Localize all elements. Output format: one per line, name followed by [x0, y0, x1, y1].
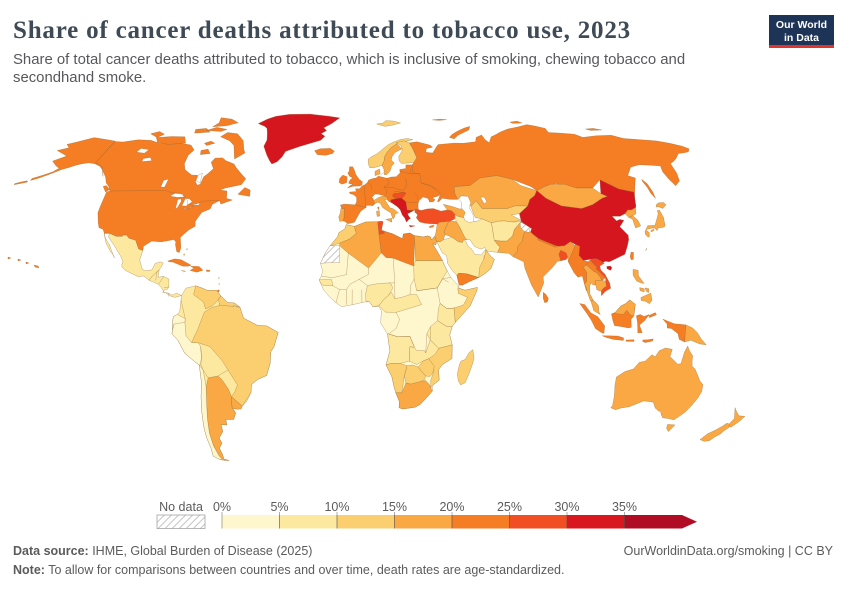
- svg-text:0%: 0%: [213, 500, 231, 514]
- svg-text:10%: 10%: [324, 500, 349, 514]
- svg-text:30%: 30%: [554, 500, 579, 514]
- svg-text:5%: 5%: [270, 500, 288, 514]
- svg-text:No data: No data: [159, 500, 203, 514]
- svg-text:35%: 35%: [612, 500, 637, 514]
- svg-text:15%: 15%: [382, 500, 407, 514]
- svg-text:25%: 25%: [497, 500, 522, 514]
- svg-text:20%: 20%: [439, 500, 464, 514]
